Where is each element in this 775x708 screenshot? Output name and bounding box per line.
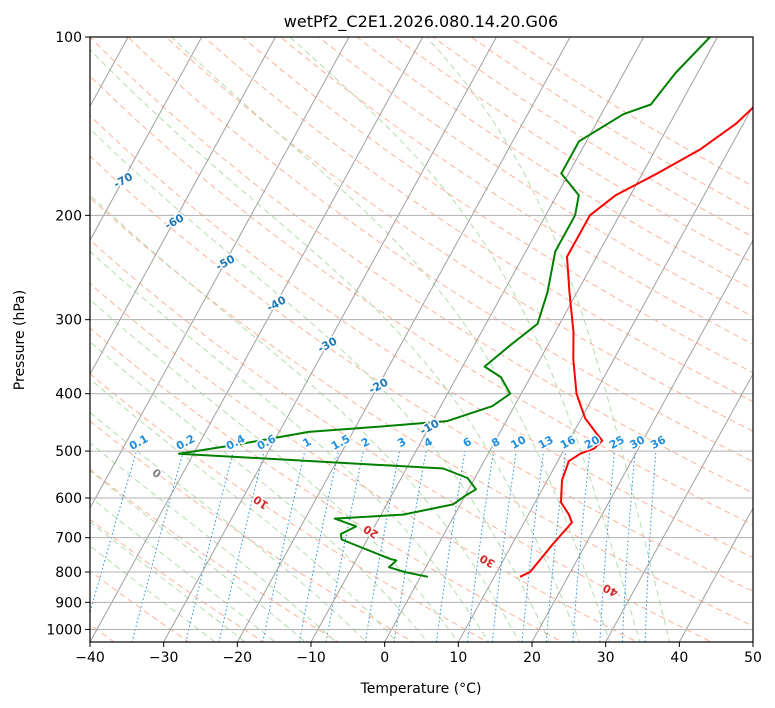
dry-adiabat <box>127 37 753 463</box>
dry-adiabat <box>90 327 564 642</box>
x-tick-label: 50 <box>744 650 762 666</box>
isotherm <box>90 37 203 242</box>
dry-adiabat <box>90 282 639 642</box>
sounding-profiles <box>177 37 753 578</box>
plot-frame <box>89 36 754 643</box>
x-tick-label: −40 <box>75 650 105 666</box>
y-tick-label: 200 <box>55 208 82 224</box>
x-tick-label: 0 <box>380 650 389 666</box>
x-tick-label: 10 <box>449 650 467 666</box>
moist-adiabat <box>90 250 490 642</box>
x-tick-label: 30 <box>597 650 615 666</box>
y-tick-label: 300 <box>55 313 82 329</box>
dry-adiabat <box>90 37 753 494</box>
dry-adiabat-label-text: 40 <box>600 581 620 600</box>
moist-adiabat <box>90 299 459 642</box>
dry-adiabat <box>241 37 753 374</box>
dewpoint-profile <box>177 37 711 578</box>
x-tick-label: −10 <box>296 650 326 666</box>
y-axis-label: Pressure (hPa) <box>12 290 28 390</box>
dry-adiabat <box>317 37 753 318</box>
y-tick-label: 800 <box>55 565 82 581</box>
isotherm <box>605 373 753 642</box>
dry-adiabat <box>90 155 753 592</box>
dry-adiabat <box>355 37 753 291</box>
isotherm <box>457 105 753 642</box>
isotherm <box>90 37 276 376</box>
x-tick-label: 20 <box>523 650 541 666</box>
y-tick-label: 700 <box>55 531 82 547</box>
isotherm <box>384 37 718 642</box>
isotherm <box>531 239 753 642</box>
y-tick-label: 400 <box>55 387 82 403</box>
y-tick-label: 1000 <box>46 622 82 638</box>
x-axis-label: Temperature (°C) <box>360 681 482 697</box>
x-tick-label: −20 <box>223 650 253 666</box>
isotherm <box>310 37 645 642</box>
chart-title: wetPf2_C2E1.2026.080.14.20.G06 <box>284 12 558 32</box>
dry-adiabat <box>90 239 713 642</box>
isotherm <box>236 37 571 642</box>
isotherm <box>90 37 350 510</box>
mixing-ratio-label-text: 13 <box>536 433 556 452</box>
y-tick-label: 500 <box>55 444 82 460</box>
x-tick-label: 40 <box>670 650 688 666</box>
x-tick-label: −30 <box>149 650 179 666</box>
isotherms <box>90 37 753 642</box>
y-tick-label: 600 <box>55 491 82 507</box>
isotherm <box>678 507 753 642</box>
y-tick-label: 100 <box>55 30 82 46</box>
dry-adiabat <box>203 37 753 403</box>
temperature-profile <box>519 106 753 578</box>
axes: −40 −30 −20 −10 0 10 20 30 40 50 100 200 300 400 500 60… <box>46 30 762 666</box>
isotherm <box>163 37 497 642</box>
isotherm <box>90 37 424 642</box>
moist-adiabat <box>90 411 368 642</box>
moist-adiabat <box>171 37 611 642</box>
dry-adiabat <box>90 570 190 642</box>
isobars <box>90 37 753 630</box>
moist-adiabat <box>90 194 520 642</box>
plot-area <box>90 37 753 642</box>
dry-adiabat <box>90 420 414 642</box>
dry-adiabat <box>90 468 340 642</box>
y-tick-label: 900 <box>55 595 82 611</box>
mixing-ratio-label-text: 25 <box>607 433 627 452</box>
